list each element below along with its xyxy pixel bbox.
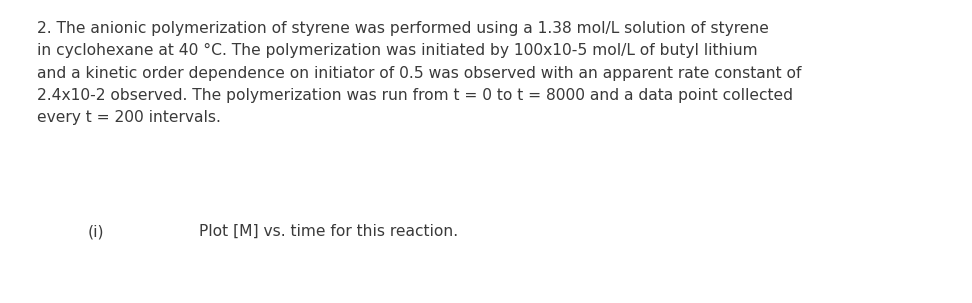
Text: Plot [M] vs. time for this reaction.: Plot [M] vs. time for this reaction.: [199, 224, 459, 239]
Text: 2. The anionic polymerization of styrene was performed using a 1.38 mol/L soluti: 2. The anionic polymerization of styrene…: [37, 21, 802, 125]
Text: (i): (i): [87, 224, 104, 239]
